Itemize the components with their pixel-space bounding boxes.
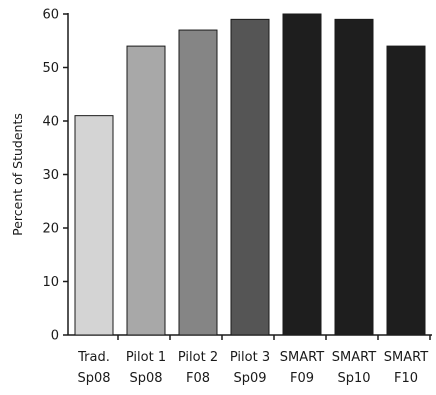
y-tick-label: 0 [51,329,59,344]
x-category-label: SMART F10 [384,350,428,386]
bar [334,18,374,336]
y-tick-label: 40 [42,115,59,130]
x-ticks [117,335,431,340]
x-category-label: Pilot 1 Sp08 [126,350,166,386]
y-axis-title: Percent of Students [10,113,25,236]
category-labels: Trad. Sp08 Pilot 1 Sp08 Pilot 2 F08 Pilot 3 Sp0… [77,350,428,386]
x-category-label: Pilot 2 F08 [178,350,218,386]
bar [178,29,218,336]
x-category-label: Trad. Sp08 [77,350,110,386]
y-tick-label: 10 [42,275,59,290]
bars [74,13,426,336]
x-category-label: SMART Sp10 [332,350,376,386]
y-ticks: 0 10 20 30 40 50 60 [42,8,68,344]
bar [74,115,114,336]
bar [126,45,166,336]
bar [386,45,426,336]
x-category-label: SMART F09 [280,350,324,386]
y-tick-label: 30 [42,168,59,183]
x-category-label: Pilot 3 Sp09 [230,350,270,386]
y-tick-label: 60 [42,8,59,23]
bar [282,13,322,336]
y-tick-label: 50 [42,61,59,76]
y-tick-label: 20 [42,222,59,237]
bar [230,18,270,336]
